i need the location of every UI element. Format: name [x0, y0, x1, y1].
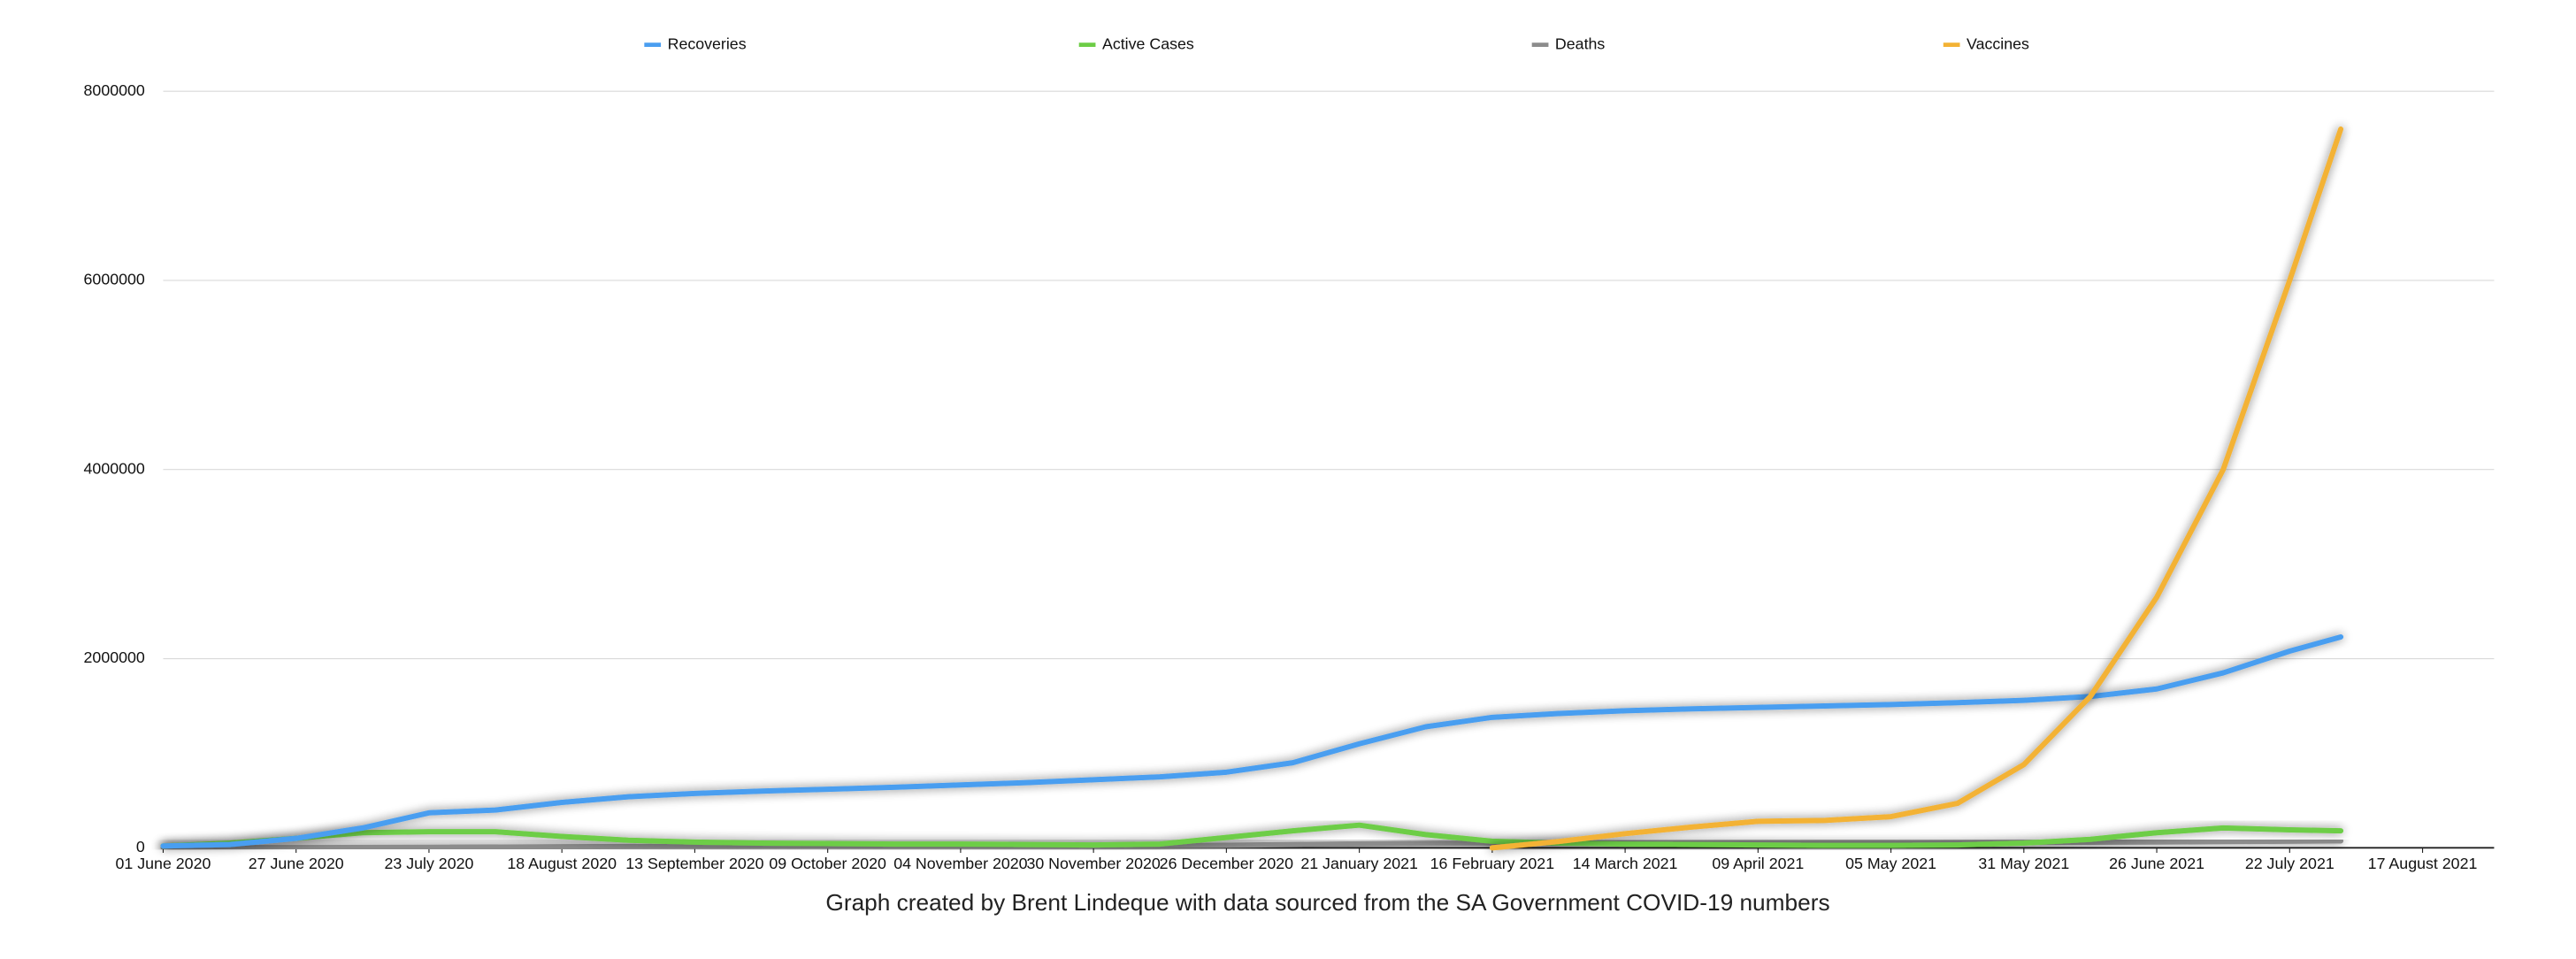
x-tick-label: 01 June 2020 — [116, 855, 211, 872]
x-tick-label: 18 August 2020 — [507, 855, 617, 872]
x-tick-label: 30 November 2020 — [1026, 855, 1160, 872]
legend-label: Recoveries — [668, 35, 747, 52]
x-tick-label: 31 May 2021 — [1978, 855, 2069, 872]
x-tick-label: 16 February 2021 — [1430, 855, 1555, 872]
x-tick-label: 14 March 2021 — [1573, 855, 1678, 872]
legend-label: Deaths — [1555, 35, 1605, 52]
legend-label: Vaccines — [1966, 35, 2029, 52]
series-line — [1489, 126, 2344, 851]
x-tick-label: 26 June 2021 — [2109, 855, 2204, 872]
series-line — [160, 822, 2344, 849]
x-tick-label: 04 November 2020 — [893, 855, 1027, 872]
x-tick-label: 05 May 2021 — [1845, 855, 1936, 872]
caption: Graph created by Brent Lindeque with dat… — [825, 889, 1829, 916]
y-tick-label: 8000000 — [84, 81, 145, 99]
legend-label: Active Cases — [1102, 35, 1194, 52]
y-tick-label: 0 — [136, 838, 145, 855]
series-line — [160, 633, 2344, 849]
y-tick-label: 6000000 — [84, 271, 145, 288]
y-tick-label: 4000000 — [84, 459, 145, 477]
x-tick-label: 09 October 2020 — [769, 855, 886, 872]
x-tick-label: 27 June 2020 — [249, 855, 344, 872]
x-tick-label: 13 September 2020 — [625, 855, 763, 872]
y-tick-label: 2000000 — [84, 648, 145, 666]
x-tick-label: 21 January 2021 — [1300, 855, 1418, 872]
x-tick-label: 22 July 2021 — [2245, 855, 2334, 872]
x-tick-label: 17 August 2021 — [2368, 855, 2478, 872]
x-tick-label: 26 December 2020 — [1160, 855, 1293, 872]
x-tick-label: 23 July 2020 — [384, 855, 473, 872]
x-tick-label: 09 April 2021 — [1712, 855, 1804, 872]
